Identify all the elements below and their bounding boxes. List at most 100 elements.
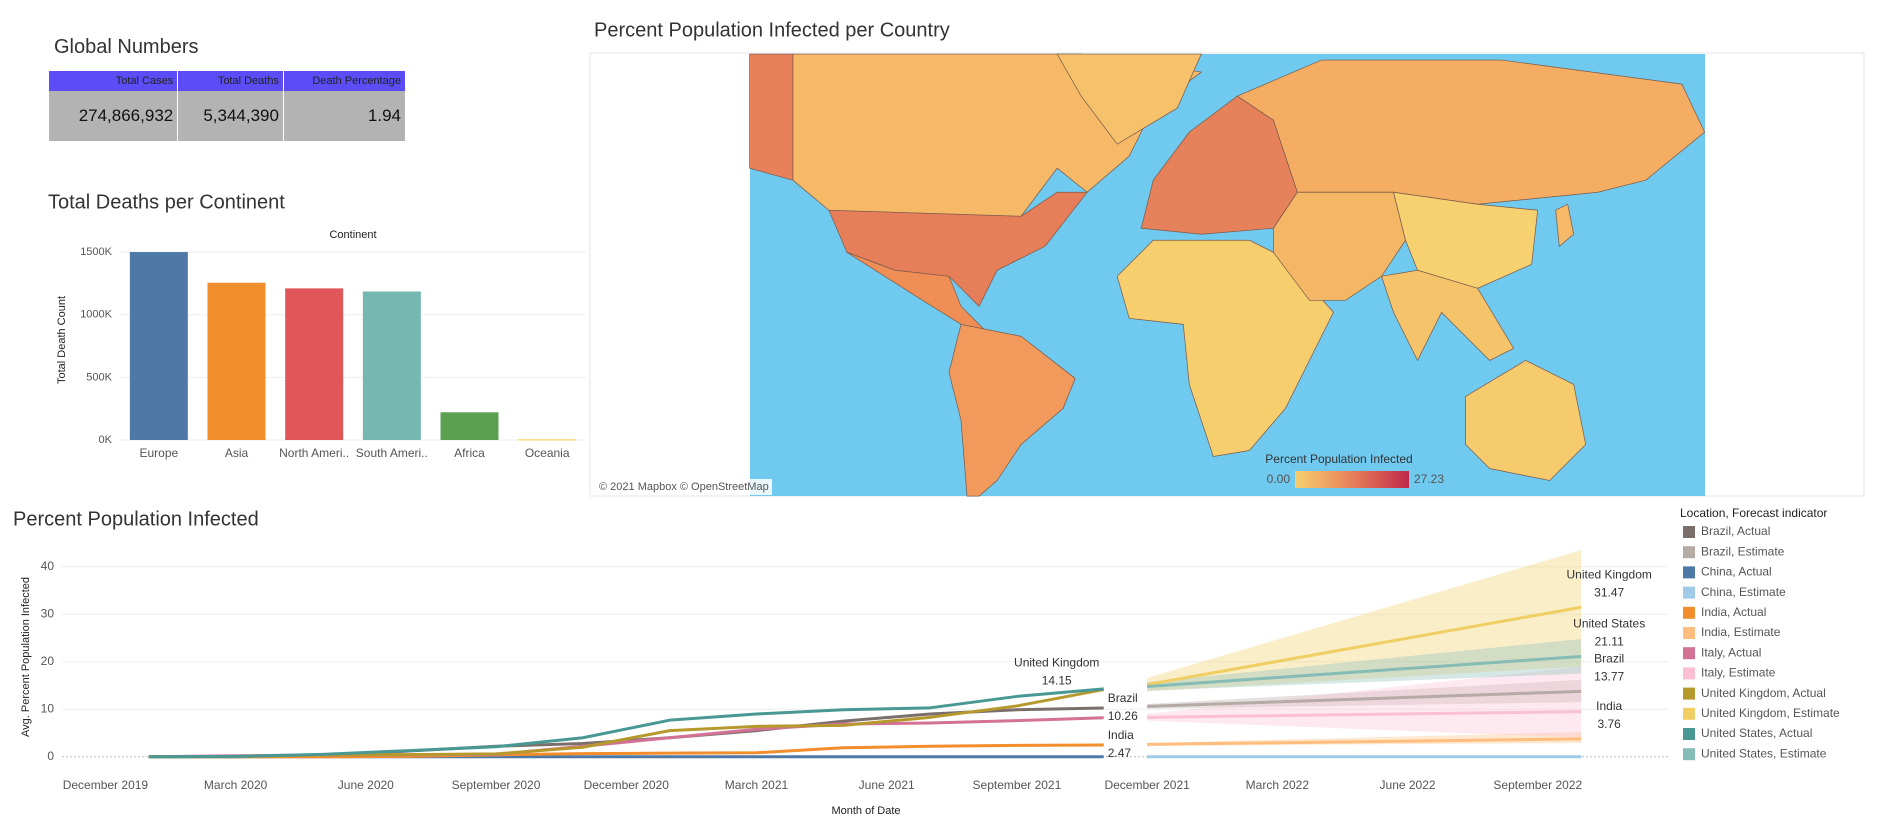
series-line	[148, 743, 1104, 759]
legend-label: United States, Actual	[1701, 726, 1812, 740]
bar	[207, 282, 266, 440]
country[interactable]	[1116, 239, 1334, 457]
x-tick-label: Asia	[225, 446, 249, 460]
x-tick-label: June 2020	[338, 778, 394, 792]
x-tick-label: June 2022	[1380, 778, 1436, 792]
country[interactable]	[948, 323, 1076, 497]
x-tick-label: South Ameri..	[356, 446, 428, 460]
annotation-value: 14.15	[1042, 674, 1072, 688]
x-tick-label: March 2021	[725, 778, 789, 792]
annotation-value: 21.11	[1595, 635, 1624, 649]
series-line	[1146, 605, 1582, 687]
bar	[285, 288, 344, 440]
series-line	[1147, 737, 1582, 746]
legend-swatch	[1683, 667, 1695, 680]
y-tick-label: 10	[41, 701, 55, 715]
legend-swatch	[1683, 728, 1695, 740]
legend-label: United States, Estimate	[1701, 746, 1827, 760]
series-line	[1147, 654, 1582, 688]
attribution: © 2021 Mapbox © OpenStreetMap	[599, 481, 769, 493]
country[interactable]	[1555, 203, 1575, 247]
series-line	[148, 706, 1104, 759]
x-tick-label: March 2022	[1246, 778, 1310, 792]
legend-swatch	[1683, 586, 1695, 599]
x-tick-label: Africa	[454, 446, 485, 460]
legend-swatch	[1683, 687, 1695, 700]
country[interactable]	[1056, 53, 1202, 145]
annotation-label: United States	[1573, 617, 1645, 631]
bar	[440, 412, 499, 440]
y-tick-label: 0K	[99, 434, 113, 446]
annotation-value: 2.47	[1108, 746, 1132, 760]
x-tick-label: September 2020	[452, 778, 541, 792]
y-tick-label: 1000K	[80, 309, 112, 321]
chart-title: Total Deaths per Continent	[48, 191, 285, 213]
legend-swatch	[1683, 566, 1695, 579]
y-tick-label: 500K	[86, 371, 112, 383]
legend-swatch	[1683, 606, 1695, 619]
y-tick-label: 0	[47, 749, 54, 763]
legend-swatch	[1683, 546, 1695, 559]
header-row: Total Cases Total Deaths Death Percentag…	[49, 71, 407, 91]
legend-label: China, Estimate	[1701, 585, 1786, 599]
annotation-label: Brazil	[1594, 652, 1624, 666]
country[interactable]	[1393, 191, 1539, 289]
legend-label: Brazil, Actual	[1701, 524, 1770, 538]
x-tick-label: December 2021	[1104, 778, 1190, 792]
country[interactable]	[749, 53, 794, 181]
x-tick-label: June 2021	[859, 778, 915, 792]
forecast-band	[1147, 550, 1582, 692]
series-line	[1147, 689, 1582, 708]
x-tick-label: Oceania	[525, 446, 570, 460]
cell: 274,866,932	[49, 91, 179, 141]
legend-label: India, Estimate	[1701, 625, 1781, 639]
legend-label: United Kingdom, Actual	[1701, 686, 1826, 700]
annotation-label: India	[1108, 728, 1134, 742]
attribution-bg	[596, 479, 772, 495]
annotation-label: United Kingdom	[1014, 656, 1099, 670]
y-tick-label: 20	[41, 654, 55, 668]
x-axis-label: Month of Date	[831, 805, 900, 817]
series-line	[148, 716, 1104, 759]
column-header: Total Deaths	[177, 71, 284, 91]
x-tick-label: Europe	[139, 446, 178, 460]
map-land	[749, 53, 1706, 497]
legend-label: Italy, Actual	[1701, 645, 1761, 659]
series-line	[148, 687, 1104, 759]
legend-label: Brazil, Estimate	[1701, 544, 1785, 558]
y-axis-label: Total Death Count	[56, 296, 68, 384]
country[interactable]	[1236, 59, 1706, 205]
annotation-value: 13.77	[1594, 670, 1624, 684]
annotation-label: India	[1596, 699, 1622, 713]
country[interactable]	[1465, 359, 1587, 481]
cell: 1.94	[283, 91, 407, 141]
table-title: Global Numbers	[54, 36, 199, 58]
map-legend-min: 0.00	[1267, 472, 1291, 486]
legend-label: Italy, Estimate	[1701, 666, 1776, 680]
legend-swatch	[1683, 526, 1695, 538]
country[interactable]	[1381, 269, 1515, 362]
y-tick-label: 1500K	[80, 246, 112, 258]
annotation-value: 3.76	[1598, 717, 1622, 731]
x-tick-label: North Ameri..	[279, 446, 349, 460]
legend-title: Location, Forecast indicator	[1680, 506, 1827, 520]
legend-swatch	[1683, 647, 1695, 660]
map-legend-ramp	[1295, 471, 1409, 488]
annotation-value: 10.26	[1108, 709, 1138, 723]
forecast-band	[1147, 666, 1582, 738]
column-header: Total Cases	[49, 71, 179, 91]
bar	[362, 291, 421, 440]
map-title: Percent Population Infected per Country	[594, 19, 950, 41]
global-numbers-table: Total Cases Total Deaths Death Percentag…	[49, 71, 407, 141]
legend-label: China, Actual	[1701, 565, 1772, 579]
annotation-label: United Kingdom	[1566, 567, 1651, 581]
annotation-value: 31.47	[1594, 585, 1624, 599]
x-tick-label: September 2021	[973, 778, 1062, 792]
country[interactable]	[846, 251, 987, 332]
x-tick-label: December 2019	[63, 778, 149, 792]
y-tick-label: 30	[41, 606, 55, 620]
x-tick-label: December 2020	[584, 778, 670, 792]
